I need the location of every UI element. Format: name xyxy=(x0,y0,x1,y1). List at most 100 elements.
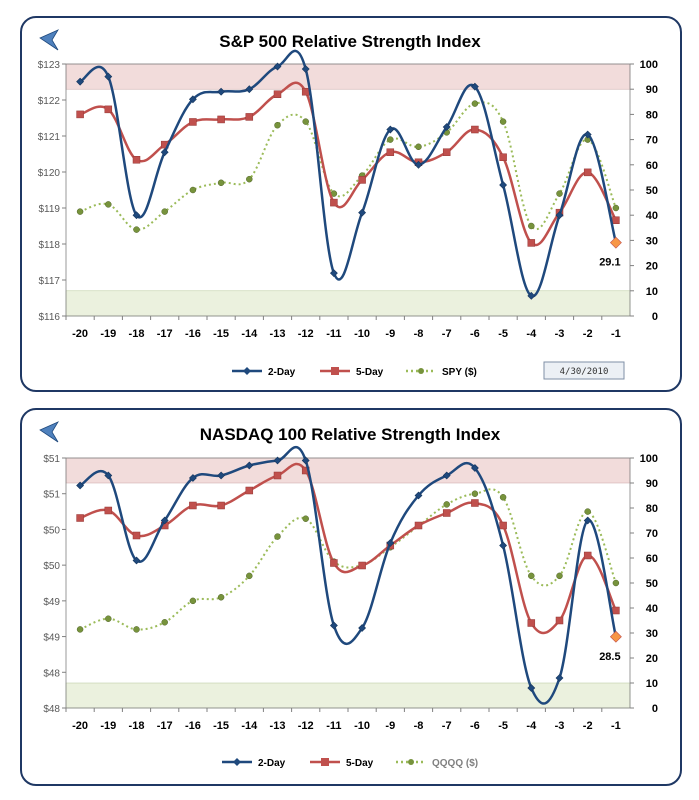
legend-circle-marker xyxy=(418,368,424,374)
five-day-point xyxy=(273,471,282,480)
two-day-last-point xyxy=(609,630,622,643)
overbought-band xyxy=(65,63,631,90)
right-tick-label: 10 xyxy=(646,286,658,298)
nasdaq100-chart-panel: NASDAQ 100 Relative Strength Index 0 10 20 3… xyxy=(20,408,682,786)
five-day-point xyxy=(471,499,479,507)
five-day-point xyxy=(189,118,197,126)
two-day-last-point xyxy=(609,236,622,249)
legend-label: QQQQ ($) xyxy=(432,758,478,769)
five-day-point xyxy=(104,506,113,515)
two-day-point xyxy=(442,471,451,480)
series-line-etf xyxy=(79,488,617,631)
x-tick-label: -7 xyxy=(442,328,452,340)
x-tick-label: -2 xyxy=(583,720,593,732)
x-tick-label: -8 xyxy=(414,328,424,340)
five-day-point xyxy=(76,514,84,522)
five-day-point xyxy=(499,153,507,161)
two-day-point xyxy=(358,624,367,632)
two-day-point xyxy=(386,539,395,547)
right-tick-label: 90 xyxy=(646,478,658,490)
x-tick-label: -12 xyxy=(298,720,314,732)
etf-point xyxy=(612,204,620,212)
etf-point xyxy=(612,579,620,587)
two-day-point xyxy=(527,684,536,692)
etf-point xyxy=(443,501,450,508)
five-day-point xyxy=(414,521,423,530)
two-day-point xyxy=(217,471,226,480)
two-day-point xyxy=(301,456,310,465)
five-day-point xyxy=(612,606,620,615)
legend-label: 5-Day xyxy=(356,367,384,378)
x-tick-label: -16 xyxy=(185,720,201,732)
legend: 2-Day 5-Day SPY ($) xyxy=(232,367,477,378)
etf-point xyxy=(246,572,253,580)
back-arrow-icon[interactable] xyxy=(39,29,59,51)
right-tick-label: 100 xyxy=(640,59,658,71)
back-arrow-shape[interactable] xyxy=(39,29,59,51)
x-tick-label: -3 xyxy=(555,720,565,732)
two-day-point xyxy=(104,471,113,480)
left-tick-label: $51 xyxy=(43,490,60,501)
x-tick-label: -17 xyxy=(157,328,173,340)
legend: 2-Day 5-Day QQQQ ($) xyxy=(222,758,478,769)
five-day-point xyxy=(386,148,395,156)
right-tick-label: 20 xyxy=(646,653,658,665)
five-day-point xyxy=(330,198,338,207)
x-tick-label: -19 xyxy=(100,328,116,340)
plot-area xyxy=(65,457,631,709)
x-tick-label: -15 xyxy=(213,720,229,732)
five-day-point xyxy=(442,509,451,517)
etf-point xyxy=(217,179,225,187)
x-tick-label: -5 xyxy=(498,328,508,340)
last-value-label: 29.1 xyxy=(599,257,620,269)
back-arrow-icon[interactable] xyxy=(39,421,59,443)
etf-point xyxy=(302,118,309,125)
left-tick-label: $118 xyxy=(38,240,60,251)
x-tick-label: -4 xyxy=(526,720,537,732)
legend-square-marker xyxy=(321,758,329,766)
five-day-point xyxy=(527,239,536,247)
nasdaq100-rsi-chart: NASDAQ 100 Relative Strength Index 0 10 20 3… xyxy=(39,421,658,769)
x-tick-label: -3 xyxy=(555,328,565,340)
five-day-point xyxy=(245,486,254,495)
two-day-point xyxy=(188,95,197,104)
two-day-point xyxy=(329,621,338,630)
two-day-point xyxy=(245,461,254,470)
left-tick-label: $51 xyxy=(43,454,60,465)
five-day-point xyxy=(330,559,338,567)
right-tick-label: 10 xyxy=(646,678,658,690)
etf-point xyxy=(133,626,140,633)
left-tick-label: $123 xyxy=(38,60,61,71)
two-day-point xyxy=(386,125,395,134)
five-day-point xyxy=(76,110,84,119)
left-tick-label: $50 xyxy=(43,561,60,572)
right-tick-label: 40 xyxy=(646,603,658,615)
right-tick-label: 50 xyxy=(646,578,658,590)
five-day-point xyxy=(132,531,141,540)
left-tick-label: $120 xyxy=(38,168,61,179)
five-day-point xyxy=(499,521,507,530)
five-day-point xyxy=(301,87,310,96)
legend-label: 2-Day xyxy=(258,758,286,769)
five-day-point xyxy=(583,168,592,177)
two-day-point xyxy=(217,87,226,96)
x-tick-label: -16 xyxy=(185,328,201,340)
series-line-5-day xyxy=(79,462,618,635)
five-day-point xyxy=(583,551,592,560)
back-arrow-shape[interactable] xyxy=(39,421,59,443)
x-tick-label: -8 xyxy=(414,720,424,732)
left-tick-label: $122 xyxy=(38,96,61,107)
right-tick-label: 0 xyxy=(652,703,658,715)
x-tick-label: -10 xyxy=(354,328,370,340)
date-label: 4/30/2010 xyxy=(560,367,609,377)
etf-point xyxy=(556,190,563,197)
x-tick-label: -14 xyxy=(241,720,258,732)
left-tick-label: $117 xyxy=(38,276,60,287)
two-day-point xyxy=(104,72,113,81)
x-tick-label: -10 xyxy=(354,720,370,732)
right-tick-label: 30 xyxy=(646,235,658,247)
right-tick-label: 80 xyxy=(646,109,658,121)
x-tick-label: -9 xyxy=(385,720,395,732)
right-tick-label: 60 xyxy=(646,553,658,565)
five-day-point xyxy=(217,115,225,124)
